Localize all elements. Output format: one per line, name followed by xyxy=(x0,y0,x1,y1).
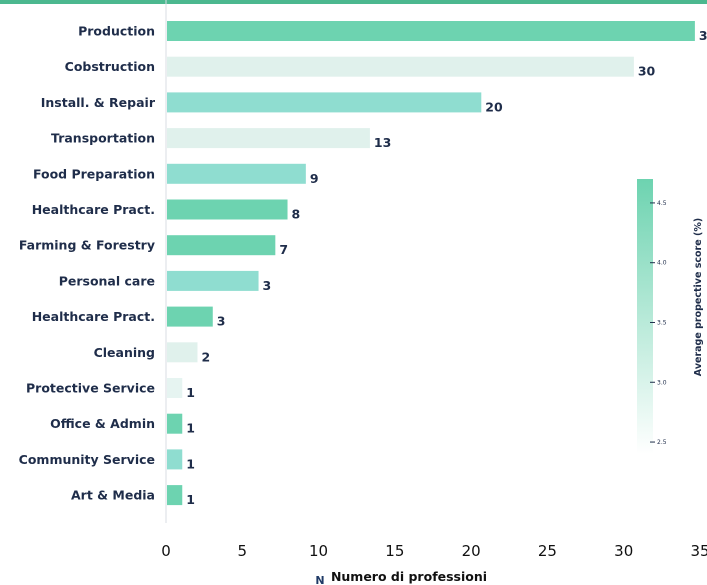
bar-6 xyxy=(167,235,276,256)
value-label-3: 13 xyxy=(374,135,391,150)
category-label-8: Healthcare Pract. xyxy=(32,309,155,324)
value-label-11: 1 xyxy=(186,421,195,436)
category-label-13: Art & Media xyxy=(71,488,155,503)
bar-5 xyxy=(167,199,288,220)
bar-1 xyxy=(167,56,634,77)
colorbar-gradient xyxy=(637,179,653,454)
bar-9 xyxy=(167,342,198,363)
category-label-12: Community Service xyxy=(19,452,155,467)
category-label-0: Production xyxy=(78,24,155,39)
bar-4 xyxy=(167,163,306,184)
x-tick-label-7: 35 xyxy=(690,542,707,560)
bar-8 xyxy=(167,306,213,327)
bar-3 xyxy=(167,128,370,149)
stray-letter: N xyxy=(315,574,324,585)
bars-group xyxy=(167,21,695,506)
value-label-2: 20 xyxy=(485,99,503,114)
category-label-3: Transportation xyxy=(51,131,155,146)
x-tick-label-2: 10 xyxy=(309,542,328,560)
value-label-9: 2 xyxy=(202,349,211,364)
colorbar-tick-label-2: 3.5 xyxy=(657,319,667,326)
x-tick-label-1: 5 xyxy=(238,542,248,560)
bar-7 xyxy=(167,270,259,291)
x-tick-label-3: 15 xyxy=(385,542,404,560)
category-label-9: Cleaning xyxy=(94,345,155,360)
colorbar: 2.5 3.0 3.5 4.0 4.5 Average propective score… xyxy=(637,179,704,454)
colorbar-tick-label-1: 3.0 xyxy=(657,379,667,386)
bar-2 xyxy=(167,92,482,113)
category-labels: Production Cobstruction Install. & Repair T… xyxy=(19,24,156,503)
colorbar-tick-label-3: 4.0 xyxy=(657,260,667,267)
bar-10 xyxy=(167,378,183,398)
value-label-12: 1 xyxy=(186,456,195,471)
x-tick-label-0: 0 xyxy=(161,542,171,560)
colorbar-ticks: 2.5 3.0 3.5 4.0 4.5 xyxy=(650,200,667,446)
x-axis-title: Numero di professioni xyxy=(331,569,487,584)
category-label-4: Food Preparation xyxy=(33,166,155,181)
bar-0 xyxy=(167,21,695,41)
value-label-0: 34 xyxy=(699,28,707,43)
bar-13 xyxy=(167,485,183,506)
top-accent-bar xyxy=(0,0,707,4)
category-label-7: Personal care xyxy=(59,273,155,288)
value-label-6: 7 xyxy=(279,242,288,257)
category-label-1: Cobstruction xyxy=(65,59,155,74)
bar-11 xyxy=(167,413,183,434)
colorbar-tick-label-4: 4.5 xyxy=(657,200,667,207)
category-label-5: Healthcare Pract. xyxy=(32,202,155,217)
category-label-6: Farming & Forestry xyxy=(19,238,155,253)
x-tick-label-6: 30 xyxy=(614,542,633,560)
x-tick-label-4: 20 xyxy=(462,542,481,560)
category-label-10: Protective Service xyxy=(26,381,155,396)
value-label-13: 1 xyxy=(186,492,195,507)
colorbar-title: Average propective score (%) xyxy=(693,218,704,376)
value-label-7: 3 xyxy=(263,278,272,293)
category-label-2: Install. & Repair xyxy=(41,95,156,110)
bar-12 xyxy=(167,449,183,470)
value-label-5: 8 xyxy=(292,207,301,222)
value-label-4: 9 xyxy=(310,171,319,186)
colorbar-tick-label-0: 2.5 xyxy=(657,439,667,446)
category-label-11: Office & Admin xyxy=(50,416,155,431)
value-labels: 34 30 20 13 9 8 7 3 3 2 1 1 1 1 xyxy=(186,28,707,507)
value-label-8: 3 xyxy=(217,314,226,329)
value-label-1: 30 xyxy=(638,64,656,79)
x-axis-ticks: 0 5 10 15 20 25 30 35 xyxy=(161,542,707,560)
value-label-10: 1 xyxy=(186,385,195,400)
x-tick-label-5: 25 xyxy=(538,542,557,560)
